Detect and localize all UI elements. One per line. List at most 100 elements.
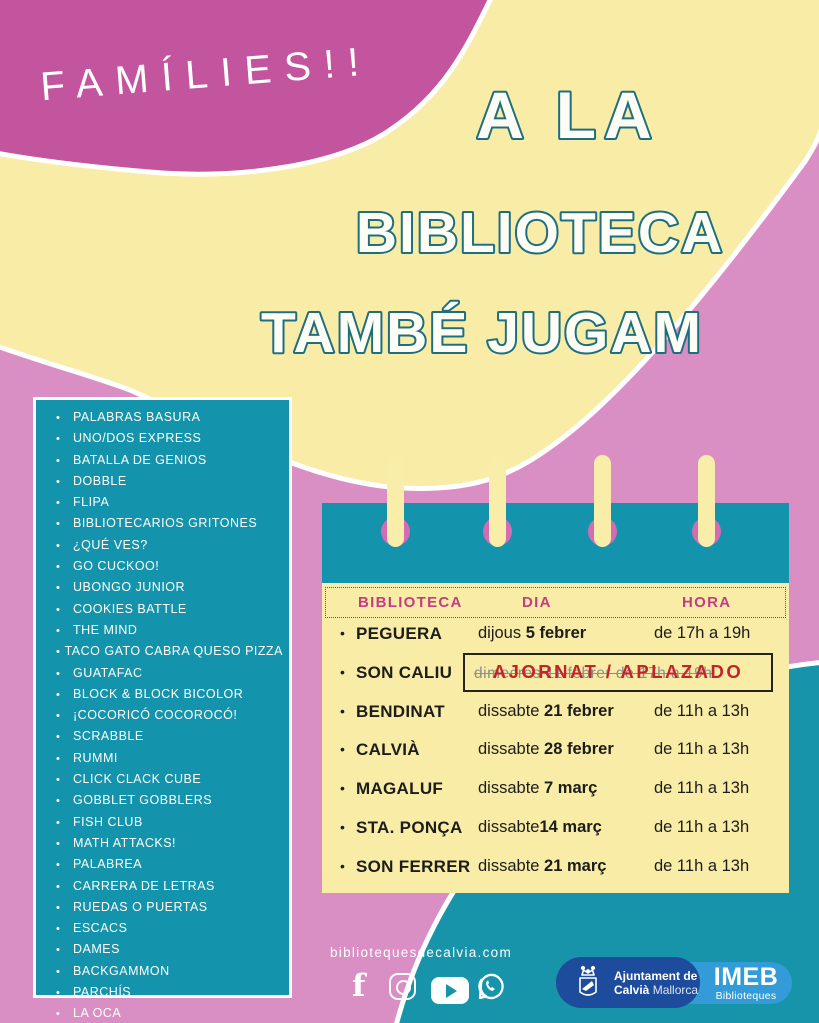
game-name: BACKGAMMON <box>73 963 170 978</box>
bullet-icon: • <box>56 923 61 936</box>
session-time: de 11h a 13h <box>654 817 750 836</box>
game-list-item: • GO CUCKOO! <box>56 556 283 577</box>
bullet-icon: • <box>56 965 61 978</box>
column-header-hora: HORA <box>682 594 732 611</box>
game-list-item: • BACKGAMMON <box>56 961 283 982</box>
game-list-item: • CLICK CLACK CUBE <box>56 769 283 790</box>
session-day: dissabte 7 març <box>478 779 598 798</box>
bullet-icon: • <box>340 663 345 680</box>
game-list-item: • PARCHÍS <box>56 982 283 1003</box>
game-name: LA OCA <box>73 1006 122 1021</box>
whatsapp-icon[interactable] <box>476 972 506 1007</box>
game-list-item: • UNO/DOS EXPRESS <box>56 428 283 449</box>
game-list-item: • ESCACS <box>56 918 283 939</box>
bullet-icon: • <box>56 859 61 872</box>
bullet-icon: • <box>56 624 61 637</box>
game-name: UBONGO JUNIOR <box>73 580 186 595</box>
calendar-rows: • PEGUERA dijous 5 febrer de 17h a 19h • SON … <box>322 616 789 888</box>
game-name: ¡COCORICÓ COCOROCÓ! <box>73 708 238 723</box>
game-list-item: • PALABREA <box>56 854 283 875</box>
session-time: de 11h a 13h <box>654 740 750 759</box>
game-name: CARRERA DE LETRAS <box>73 878 215 893</box>
imeb-acronym: IMEB <box>713 963 779 991</box>
game-name: TACO GATO CABRA QUESO PIZZA <box>64 644 283 659</box>
website-url[interactable]: bibliotequesdecalvia.com <box>329 945 513 960</box>
calendar-ring <box>698 455 715 547</box>
game-name: DAMES <box>73 942 120 957</box>
bullet-icon: • <box>340 702 345 719</box>
ajuntament-line2: Calvià Mallorca <box>614 982 699 998</box>
ajuntament-line1: Ajuntament de <box>614 969 698 983</box>
game-name: BATALLA DE GENIOS <box>73 452 207 467</box>
calendar-card: BIBLIOTECA DIA HORA • PEGUERA dijous 5 feb… <box>322 583 789 893</box>
game-list-item: • UBONGO JUNIOR <box>56 577 283 598</box>
game-name: PALABRAS BASURA <box>73 410 201 424</box>
game-name: RUMMI <box>73 750 118 765</box>
bullet-icon: • <box>56 646 61 659</box>
game-name: THE MIND <box>73 622 138 637</box>
game-name: GUATAFAC <box>73 665 143 680</box>
bullet-icon: • <box>340 780 345 797</box>
game-list-item: • LA OCA <box>56 1003 283 1023</box>
game-name: FISH CLUB <box>73 814 143 829</box>
library-name: SON CALIU <box>356 662 453 682</box>
ajuntament-calvia: Calvià <box>614 982 650 997</box>
library-name: CALVIÀ <box>356 740 420 760</box>
library-name: MAGALUF <box>356 779 444 799</box>
calendar-row: • PEGUERA dijous 5 febrer de 17h a 19h <box>322 616 789 655</box>
bullet-icon: • <box>56 433 61 446</box>
calendar-ring <box>489 455 506 547</box>
game-list-item: • RUEDAS O PUERTAS <box>56 897 283 918</box>
ajuntament-mallorca: Mallorca <box>649 982 699 997</box>
bullet-icon: • <box>56 710 61 723</box>
calendar-ring <box>594 455 611 547</box>
game-name: CLICK CLACK CUBE <box>73 772 202 787</box>
session-time: de 11h a 13h <box>654 701 750 720</box>
session-day: dissabte14 març <box>478 817 602 836</box>
column-header-biblioteca: BIBLIOTECA <box>358 594 463 611</box>
game-name: GOBBLET GOBBLERS <box>73 793 213 808</box>
youtube-play-triangle <box>446 983 457 998</box>
bullet-icon: • <box>340 818 345 835</box>
calendar-ring <box>387 455 404 547</box>
session-day: dissabte 21 març <box>478 856 607 875</box>
youtube-icon[interactable] <box>431 977 469 1004</box>
title-line-2: BIBLIOTECA <box>356 201 724 265</box>
bullet-icon: • <box>56 603 61 616</box>
title-line-3: TAMBÉ JUGAM <box>261 301 703 365</box>
bullet-icon: • <box>56 816 61 829</box>
game-list-item: • GOBBLET GOBBLERS <box>56 790 283 811</box>
cancelled-original-text: dimecres 11 febrer de 17h a 19h <box>474 664 713 682</box>
game-list-item: • BATALLA DE GENIOS <box>56 450 283 471</box>
bullet-icon: • <box>56 880 61 893</box>
game-list-item: • FLIPA <box>56 492 283 513</box>
session-time: de 11h a 13h <box>654 779 750 798</box>
bullet-icon: • <box>56 987 61 1000</box>
imeb-logo-text: IMEB Biblioteques <box>702 964 790 1002</box>
session-day: dissabte 28 febrer <box>478 740 614 759</box>
postponed-stamp-box: AJORNAT / APLAZADO <box>463 652 773 692</box>
session-date: 28 febrer <box>544 740 614 759</box>
session-date: 14 març <box>539 817 602 836</box>
game-list-item: • PALABRAS BASURA <box>56 407 283 428</box>
game-list-item: • MATH ATTACKS! <box>56 833 283 854</box>
session-date: 7 març <box>544 779 598 798</box>
bullet-icon: • <box>56 944 61 957</box>
facebook-icon[interactable]: f <box>352 968 366 1004</box>
game-list-item: • RUMMI <box>56 748 283 769</box>
bullet-icon: • <box>56 412 61 424</box>
bullet-icon: • <box>56 752 61 765</box>
game-list-item: • GUATAFAC <box>56 663 283 684</box>
bullet-icon: • <box>340 741 345 758</box>
magenta-blob <box>0 0 493 177</box>
game-list-item: • FISH CLUB <box>56 812 283 833</box>
ajuntament-crest-icon <box>579 965 597 996</box>
imeb-subtitle: Biblioteques <box>715 990 777 1002</box>
instagram-icon[interactable] <box>389 973 416 1000</box>
calendar-header-row: BIBLIOTECA DIA HORA <box>325 587 786 618</box>
game-name: PARCHÍS <box>73 985 132 1000</box>
bullet-icon: • <box>56 667 61 680</box>
session-time: de 17h a 19h <box>654 624 751 642</box>
game-list-item: • SCRABBLE <box>56 726 283 747</box>
